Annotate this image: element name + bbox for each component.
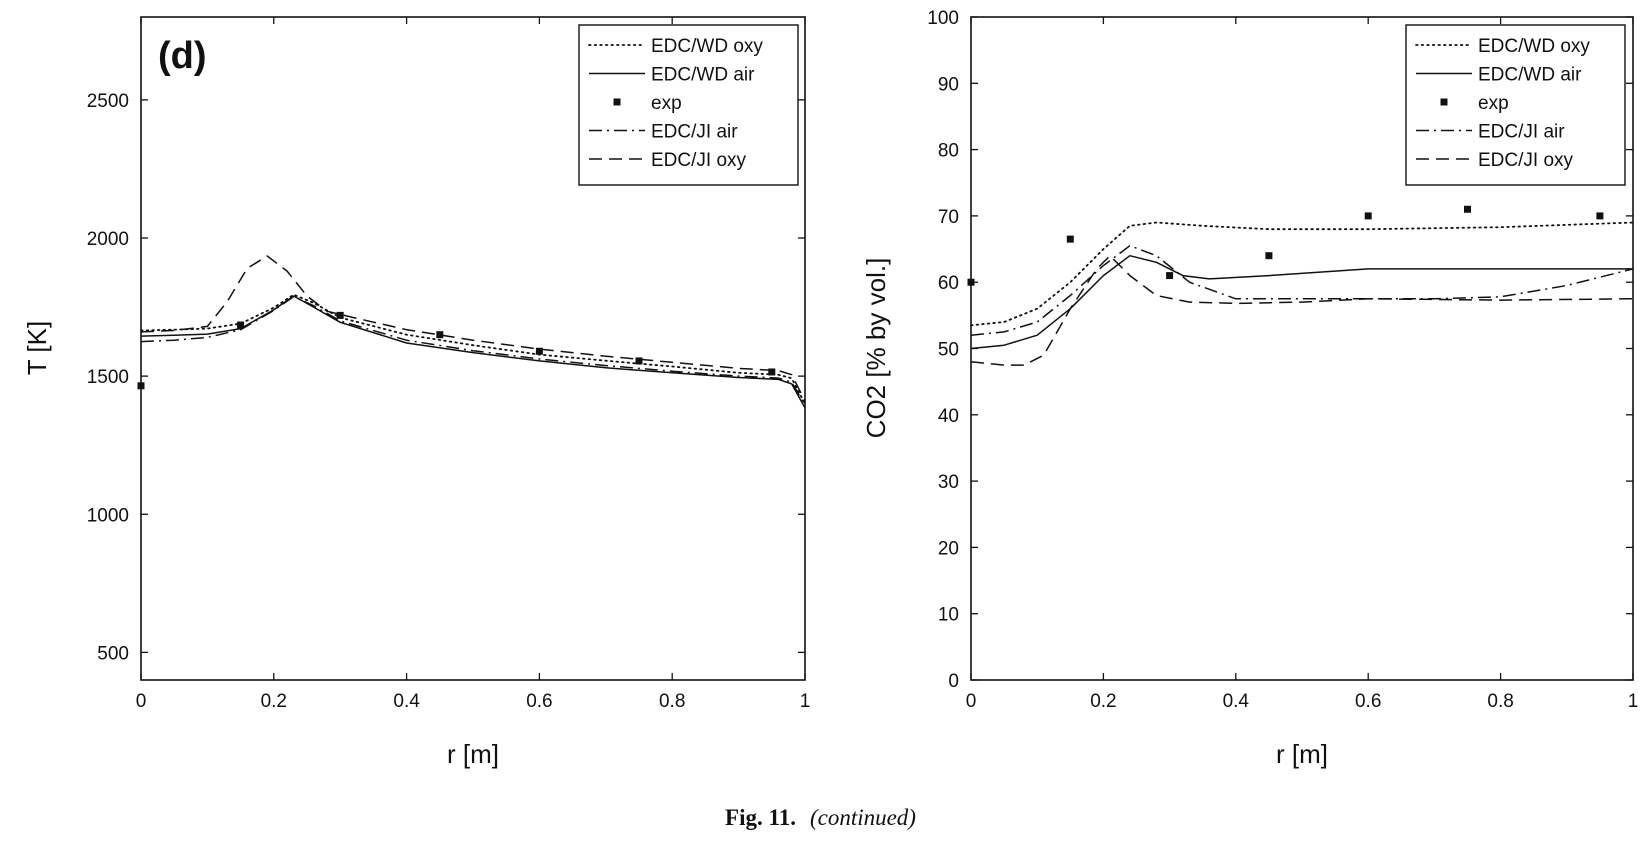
co2-x-tick-label: 0	[966, 691, 977, 712]
co2-y-tick-label: 20	[938, 538, 959, 559]
temperature-legend-label: exp	[651, 93, 682, 114]
co2-y-tick-label: 0	[948, 671, 959, 692]
temperature-legend-label: EDC/WD air	[651, 65, 755, 86]
temperature-series-edc-ji-oxy	[140, 255, 806, 402]
temperature-x-tick-label: 0.6	[526, 691, 552, 712]
temperature-x-tick-label: 0.8	[659, 691, 685, 712]
temperature-exp-point	[137, 382, 145, 390]
temperature-exp-point	[436, 331, 444, 339]
temperature-series-edc-wd-oxy	[140, 293, 806, 405]
temperature-exp-point	[336, 311, 344, 319]
co2-legend-label: EDC/JI oxy	[1478, 150, 1574, 171]
temperature-y-tick-label: 2000	[87, 229, 129, 250]
co2-chart: 0 0.2 0.4 0.6 0.8 1 0 10 20 30 40 50 60 70 80 90 100 r …	[861, 8, 1638, 769]
temperature-legend-label: EDC/WD oxy	[651, 36, 763, 57]
temperature-legend-label: EDC/JI air	[651, 122, 738, 143]
temperature-x-ticks: 0 0.2 0.4 0.6 0.8 1	[136, 17, 811, 712]
temperature-x-axis-label: r [m]	[447, 739, 499, 769]
temperature-series-edc-wd-air	[140, 295, 806, 409]
co2-x-tick-label: 0.8	[1487, 691, 1513, 712]
temperature-exp-point	[635, 357, 643, 365]
co2-x-tick-label: 0.2	[1090, 691, 1116, 712]
temperature-y-tick-label: 2500	[87, 91, 129, 112]
temperature-y-ticks: 500 1000 1500 2000 2500	[87, 91, 805, 664]
temperature-legend-label: EDC/JI oxy	[651, 150, 747, 171]
figure-caption: Fig. 11. (continued)	[0, 805, 1641, 831]
temperature-chart: (d) 0 0.2 0.4 0.6 0.8 1 500 1000 1500 2000 2500 r…	[22, 16, 811, 769]
co2-legend: EDC/WD oxy EDC/WD air exp EDC/JI air EDC/JI …	[1405, 24, 1626, 186]
co2-x-ticks: 0 0.2 0.4 0.6 0.8 1	[966, 17, 1639, 712]
co2-series	[967, 205, 1634, 366]
co2-series-edc-ji-oxy	[970, 254, 1634, 366]
co2-x-tick-label: 1	[1628, 691, 1639, 712]
co2-series-edc-ji-air	[970, 244, 1634, 336]
temperature-y-tick-label: 1000	[87, 505, 129, 526]
co2-exp-point	[967, 278, 975, 286]
co2-exp-point	[1464, 205, 1471, 213]
temperature-exp-point	[535, 347, 543, 355]
temperature-legend-sample	[613, 98, 621, 106]
temperature-x-tick-label: 0.4	[393, 691, 420, 712]
co2-y-tick-label: 60	[938, 273, 959, 294]
co2-legend-label: EDC/JI air	[1478, 122, 1565, 143]
temperature-legend: EDC/WD oxy EDC/WD air exp EDC/JI air EDC/JI …	[578, 24, 799, 186]
co2-x-tick-label: 0.4	[1223, 691, 1250, 712]
co2-exp-point	[1166, 272, 1174, 280]
co2-y-axis-label: CO2 [% by vol.]	[861, 258, 891, 439]
temperature-x-tick-label: 0	[136, 691, 147, 712]
co2-y-tick-label: 50	[938, 340, 959, 361]
temperature-exp-point	[768, 368, 776, 376]
co2-legend-sample	[1440, 98, 1448, 106]
co2-exp-point	[1066, 235, 1074, 243]
co2-x-axis-label: r [m]	[1276, 739, 1328, 769]
temperature-y-tick-label: 1500	[87, 367, 129, 388]
temperature-y-axis-label: T [K]	[22, 321, 52, 375]
co2-exp-point	[1364, 212, 1372, 220]
co2-series-edc-wd-air	[970, 254, 1633, 350]
co2-y-ticks: 0 10 20 30 40 50 60 70 80 90 100	[927, 8, 1633, 692]
temperature-x-tick-label: 1	[800, 691, 811, 712]
co2-series-edc-wd-oxy	[970, 221, 1634, 327]
temperature-series	[137, 255, 806, 409]
co2-y-tick-label: 40	[938, 406, 959, 427]
co2-y-tick-label: 30	[938, 472, 959, 493]
co2-y-tick-label: 90	[938, 74, 959, 95]
co2-y-tick-label: 70	[938, 207, 959, 228]
temperature-exp-point	[237, 321, 245, 329]
co2-y-tick-label: 100	[927, 8, 959, 29]
co2-legend-label: EDC/WD air	[1478, 65, 1582, 86]
co2-y-tick-label: 80	[938, 141, 959, 162]
temperature-series-edc-ji-air	[140, 295, 806, 406]
temperature-x-tick-label: 0.2	[261, 691, 287, 712]
caption-note: (continued)	[809, 805, 916, 830]
panel-label: (d)	[158, 35, 207, 77]
co2-exp-point	[1265, 252, 1273, 260]
co2-legend-label: exp	[1478, 93, 1509, 114]
co2-x-tick-label: 0.6	[1355, 691, 1381, 712]
co2-exp-point	[1596, 212, 1604, 220]
temperature-y-tick-label: 500	[97, 643, 129, 664]
caption-figure-number: Fig. 11.	[725, 805, 796, 830]
co2-y-tick-label: 10	[938, 605, 959, 626]
co2-legend-label: EDC/WD oxy	[1478, 36, 1590, 57]
